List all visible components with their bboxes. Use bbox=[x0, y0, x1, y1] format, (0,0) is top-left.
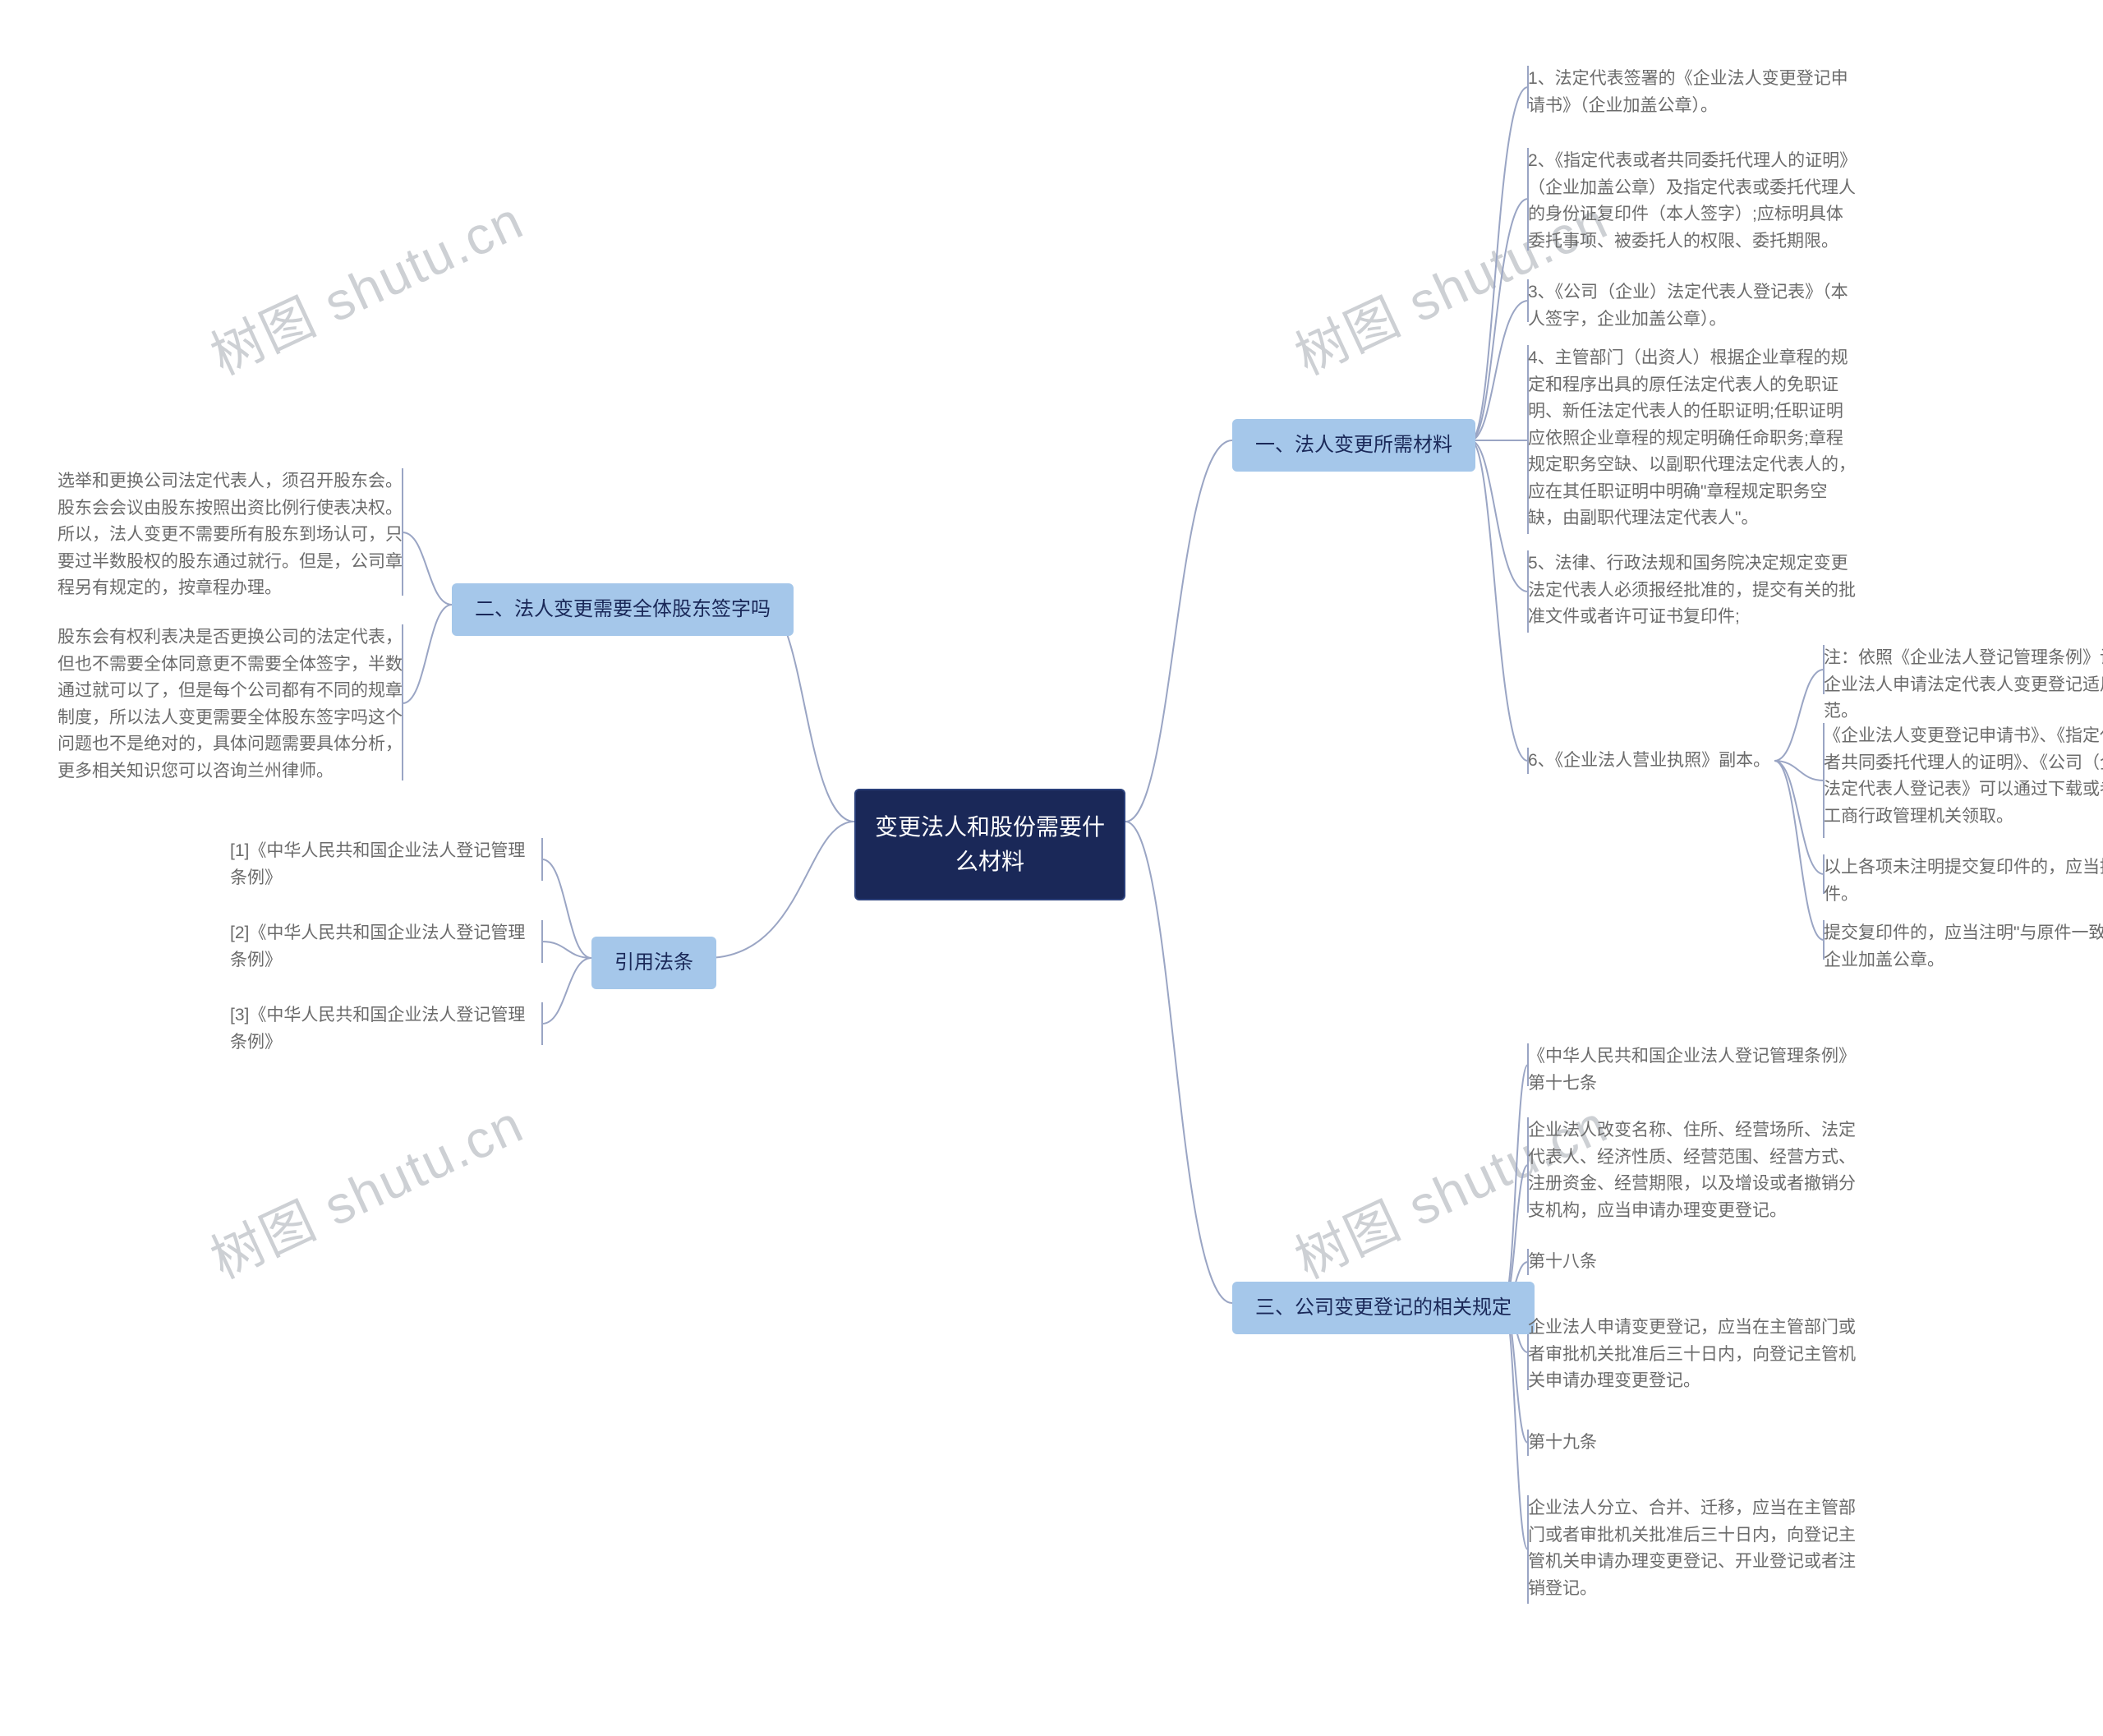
leaf-node[interactable]: [3]《中华人民共和国企业法人登记管理条例》 bbox=[230, 1002, 542, 1056]
branch-node-materials[interactable]: 一、法人变更所需材料 bbox=[1232, 419, 1475, 472]
leaf-node[interactable]: [1]《中华人民共和国企业法人登记管理条例》 bbox=[230, 838, 542, 891]
leaf-node[interactable]: 4、主管部门（出资人）根据企业章程的规定和程序出具的原任法定代表人的免职证明、新… bbox=[1528, 345, 1857, 532]
branch-node-shareholders[interactable]: 二、法人变更需要全体股东签字吗 bbox=[452, 583, 794, 636]
leaf-node[interactable]: 1、法定代表签署的《企业法人变更登记申请书》（企业加盖公章）。 bbox=[1528, 66, 1857, 119]
branch-node-regulations[interactable]: 三、公司变更登记的相关规定 bbox=[1232, 1282, 1535, 1334]
leaf-node[interactable]: 企业法人分立、合并、迁移，应当在主管部门或者审批机关批准后三十日内，向登记主管机… bbox=[1528, 1495, 1857, 1602]
leaf-node[interactable]: 注：依照《企业法人登记管理条例》设立的企业法人申请法定代表人变更登记适用本规范。 bbox=[1824, 645, 2103, 725]
leaf-node[interactable]: 《中华人民共和国企业法人登记管理条例》第十七条 bbox=[1528, 1043, 1857, 1097]
leaf-node[interactable]: 《企业法人变更登记申请书》、《指定代表或者共同委托代理人的证明》、《公司（企业）… bbox=[1824, 723, 2103, 830]
leaf-node[interactable]: 5、法律、行政法规和国务院决定规定变更法定代表人必须报经批准的，提交有关的批准文… bbox=[1528, 550, 1857, 631]
leaf-node[interactable]: 企业法人申请变更登记，应当在主管部门或者审批机关批准后三十日内，向登记主管机关申… bbox=[1528, 1315, 1857, 1395]
root-node[interactable]: 变更法人和股份需要什么材料 bbox=[854, 789, 1125, 900]
leaf-node[interactable]: 选举和更换公司法定代表人，须召开股东会。股东会会议由股东按照出资比例行使表决权。… bbox=[58, 468, 403, 602]
watermark: 树图 shutu.cn bbox=[197, 179, 534, 390]
leaf-node[interactable]: 6、《企业法人营业执照》副本。 bbox=[1528, 748, 1774, 775]
leaf-node[interactable]: 3、《公司（企业）法定代表人登记表》（本人签字，企业加盖公章）。 bbox=[1528, 279, 1857, 333]
leaf-node[interactable]: 2、《指定代表或者共同委托代理人的证明》（企业加盖公章）及指定代表或委托代理人的… bbox=[1528, 148, 1857, 255]
leaf-node[interactable]: 第十八条 bbox=[1528, 1249, 1857, 1276]
leaf-node[interactable]: 以上各项未注明提交复印件的，应当提交原件。 bbox=[1824, 854, 2103, 908]
leaf-node[interactable]: 股东会有权利表决是否更换公司的法定代表，但也不需要全体同意更不需要全体签字，半数… bbox=[58, 624, 403, 785]
branch-node-citations[interactable]: 引用法条 bbox=[591, 937, 716, 989]
mindmap-canvas: 树图 shutu.cn 树图 shutu.cn 树图 shutu.cn 树图 s… bbox=[0, 0, 2103, 1736]
leaf-node[interactable]: 第十九条 bbox=[1528, 1430, 1857, 1457]
leaf-node[interactable]: 企业法人改变名称、住所、经营场所、法定代表人、经济性质、经营范围、经营方式、注册… bbox=[1528, 1117, 1857, 1224]
leaf-node[interactable]: [2]《中华人民共和国企业法人登记管理条例》 bbox=[230, 920, 542, 974]
watermark: 树图 shutu.cn bbox=[197, 1083, 534, 1294]
leaf-node[interactable]: 提交复印件的，应当注明"与原件一致"并由企业加盖公章。 bbox=[1824, 920, 2103, 974]
